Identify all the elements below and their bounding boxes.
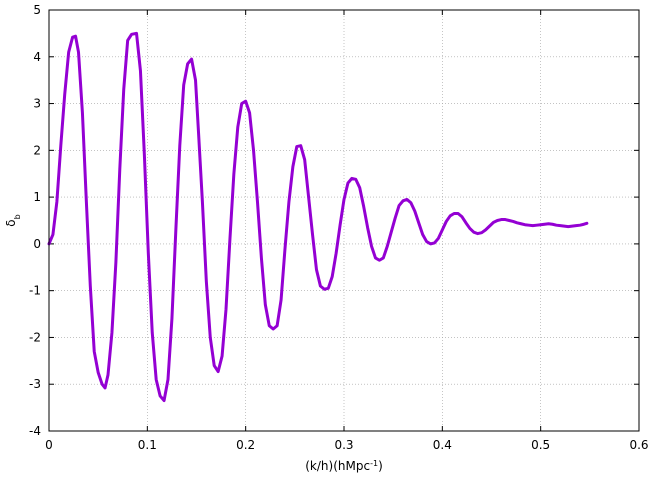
y-tick-label: 3 <box>33 97 41 111</box>
x-tick-label: 0.1 <box>138 438 157 452</box>
y-tick-label: 5 <box>33 3 41 17</box>
y-axis-label: δb <box>4 214 22 226</box>
plot-frame <box>48 9 640 432</box>
y-tick-label: -1 <box>29 284 41 298</box>
x-tick-label: 0.2 <box>236 438 255 452</box>
x-tick-label: 0.6 <box>629 438 648 452</box>
y-tick-label: 4 <box>33 50 41 64</box>
x-axis-label: (k/h)(hMpc-1) <box>305 459 383 474</box>
y-tick-label: -2 <box>29 330 41 344</box>
y-tick-label: 0 <box>33 237 41 251</box>
series-layer <box>47 31 589 403</box>
x-tick-label: 0.5 <box>531 438 550 452</box>
y-tick-label: -4 <box>29 424 41 438</box>
y-tick-label: 2 <box>33 143 41 157</box>
series-line <box>47 31 589 403</box>
x-tick-label: 0.3 <box>334 438 353 452</box>
y-tick-label: -3 <box>29 377 41 391</box>
x-tick-label: 0 <box>45 438 53 452</box>
x-tick-label: 0.4 <box>433 438 452 452</box>
tick-labels: 0 0.1 0.2 0.3 0.4 0.5 0.6 -4 -3 -2 -1 0 1 2 3 4 5 <box>29 3 649 452</box>
grid <box>49 10 639 431</box>
y-tick-label: 1 <box>33 190 41 204</box>
